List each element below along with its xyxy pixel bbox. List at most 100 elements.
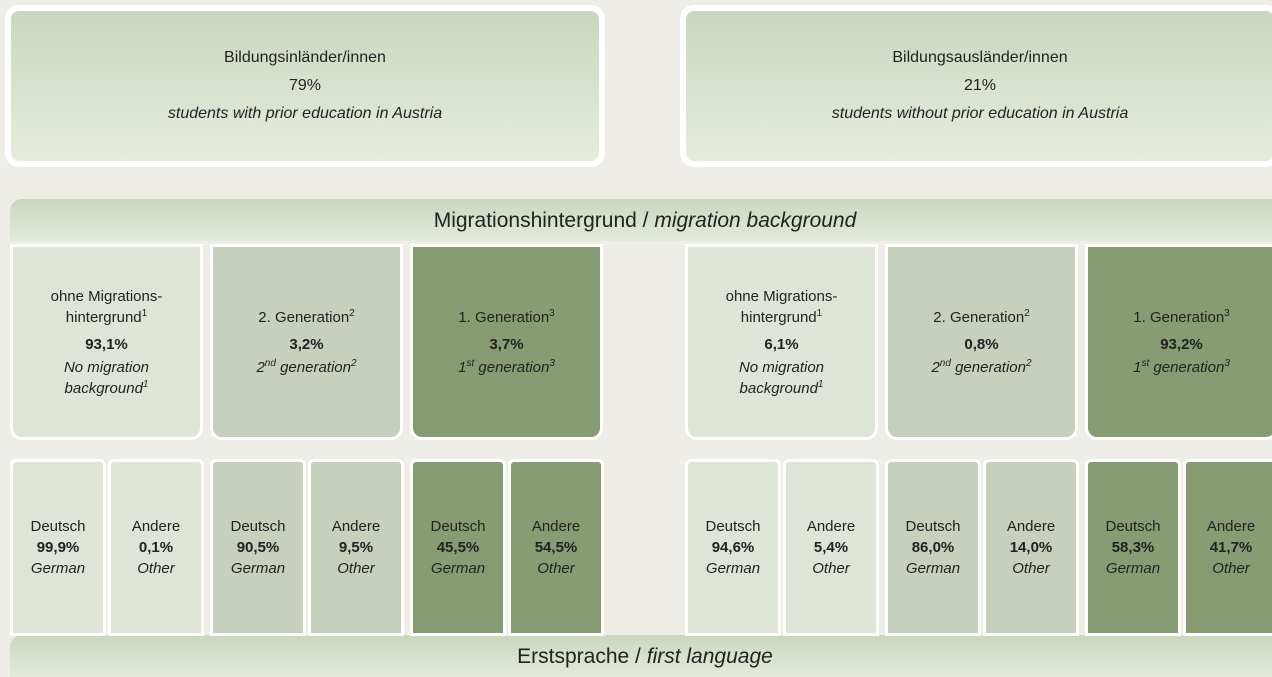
- category-english-text: generation: [955, 358, 1026, 376]
- language-label: Deutsch: [705, 518, 761, 535]
- category-share: 6,1%: [764, 335, 799, 353]
- category-label-text: 1. Generation: [458, 308, 550, 326]
- language-english: Other: [537, 560, 575, 577]
- category-english: 1st generation3: [458, 357, 555, 378]
- language-box: Andere 0,1% Other: [108, 459, 204, 636]
- language-label: Deutsch: [905, 518, 961, 535]
- ordinal-suffix: st: [466, 357, 475, 369]
- category-box: 2. Generation2 0,8% 2nd generation2: [885, 244, 1078, 440]
- ordinal-suffix: st: [1141, 357, 1150, 369]
- language-share: 54,5%: [534, 539, 578, 556]
- language-english: German: [230, 560, 286, 577]
- footnote-mark: 3: [549, 357, 555, 369]
- language-english: German: [430, 560, 486, 577]
- category-english: No migration background1: [717, 357, 847, 399]
- footnote-mark: 2: [1025, 357, 1032, 369]
- language-box: Andere 5,4% Other: [783, 459, 879, 636]
- footnote-mark: 2: [350, 357, 357, 369]
- top-box: Bildungsinländer/innen 79% students with p…: [5, 5, 605, 167]
- language-share: 94,6%: [711, 539, 755, 556]
- category-label-text: ohne Migrations-hintergrund: [50, 287, 163, 326]
- language-english: Other: [337, 560, 375, 577]
- language-label: Andere: [131, 518, 181, 535]
- category-english-text: No migration background: [63, 358, 150, 397]
- footnote-mark: 2: [349, 307, 355, 319]
- category-box: 2. Generation2 3,2% 2nd generation2: [210, 244, 403, 440]
- language-share: 45,5%: [436, 539, 480, 556]
- category-label-text: 1. Generation: [1133, 308, 1225, 326]
- footnote-mark: 1: [816, 307, 823, 319]
- top-box-share: 21%: [963, 77, 997, 94]
- footnote-mark: 1: [142, 378, 149, 390]
- language-label: Andere: [1006, 518, 1056, 535]
- language-english: German: [1105, 560, 1161, 577]
- category-english-text: generation: [280, 358, 351, 376]
- language-label: Andere: [531, 518, 581, 535]
- category-share: 0,8%: [964, 335, 999, 353]
- language-english: Other: [812, 560, 850, 577]
- language-share: 14,0%: [1009, 539, 1053, 556]
- band-german: Erstsprache: [517, 644, 630, 668]
- category-share: 3,2%: [289, 335, 324, 353]
- category-box: 1. Generation3 93,2% 1st generation3: [1085, 244, 1272, 440]
- band-english: migration background: [654, 208, 857, 232]
- footnote-mark: 3: [1224, 307, 1230, 319]
- language-label: Deutsch: [30, 518, 86, 535]
- band-migration: Migrationshintergrund / migration backgr…: [10, 199, 1272, 241]
- footnote-mark: 3: [549, 307, 555, 319]
- language-share: 41,7%: [1209, 539, 1253, 556]
- band-separator-text: /: [642, 208, 649, 232]
- category-box: ohne Migrations-hintergrund1 6,1% No migra…: [685, 244, 878, 440]
- language-share: 90,5%: [236, 539, 280, 556]
- language-share: 58,3%: [1111, 539, 1155, 556]
- band-separator-text: /: [635, 644, 641, 668]
- category-english: No migration background1: [42, 357, 172, 399]
- language-box: Andere 41,7% Other: [1183, 459, 1272, 636]
- language-label: Deutsch: [430, 518, 486, 535]
- top-box-share: 79%: [288, 77, 322, 94]
- category-label-text: ohne Migrations-hintergrund: [725, 287, 838, 326]
- footnote-mark: 2: [1024, 307, 1030, 319]
- category-label: 1. Generation3: [458, 307, 554, 328]
- category-label-text: 2. Generation: [258, 308, 350, 326]
- language-label: Andere: [1206, 518, 1256, 535]
- category-label: 2. Generation2: [258, 307, 354, 328]
- category-label: ohne Migrations-hintergrund1: [42, 286, 172, 328]
- language-share: 86,0%: [911, 539, 955, 556]
- language-box: Andere 14,0% Other: [983, 459, 1079, 636]
- top-box-title: Bildungsausländer/innen: [892, 49, 1068, 66]
- category-label: 2. Generation2: [933, 307, 1029, 328]
- top-box-subtitle: students with prior education in Austria: [167, 105, 443, 122]
- category-share: 93,2%: [1160, 335, 1203, 353]
- category-english-text: generation: [478, 358, 550, 376]
- category-label-text: 2. Generation: [933, 308, 1025, 326]
- language-box: Deutsch 90,5% German: [210, 459, 306, 636]
- language-english: Other: [137, 560, 175, 577]
- language-label: Andere: [331, 518, 381, 535]
- language-box: Deutsch 86,0% German: [885, 459, 981, 636]
- language-box: Deutsch 94,6% German: [685, 459, 781, 636]
- language-english: German: [705, 560, 761, 577]
- ordinal: 2: [931, 358, 940, 376]
- language-box: Andere 9,5% Other: [308, 459, 404, 636]
- category-share: 93,1%: [85, 335, 128, 353]
- category-share: 3,7%: [489, 335, 524, 353]
- language-box: Deutsch 99,9% German: [10, 459, 106, 636]
- language-label: Andere: [806, 518, 856, 535]
- language-box: Deutsch 58,3% German: [1085, 459, 1181, 636]
- top-box-subtitle: students without prior education in Aust…: [831, 105, 1129, 122]
- footnote-mark: 1: [817, 378, 824, 390]
- ordinal: 2: [256, 358, 265, 376]
- category-box: 1. Generation3 3,7% 1st generation3: [410, 244, 603, 440]
- language-english: German: [905, 560, 961, 577]
- language-share: 0,1%: [138, 539, 174, 556]
- language-label: Deutsch: [230, 518, 286, 535]
- ordinal-suffix: nd: [264, 357, 276, 369]
- band-language: Erstsprache / first language: [10, 635, 1272, 677]
- band-english: first language: [646, 644, 773, 668]
- ordinal-suffix: nd: [939, 357, 951, 369]
- band-separator: /: [637, 210, 655, 231]
- language-english: Other: [1212, 560, 1250, 577]
- footnote-mark: 3: [1224, 357, 1230, 369]
